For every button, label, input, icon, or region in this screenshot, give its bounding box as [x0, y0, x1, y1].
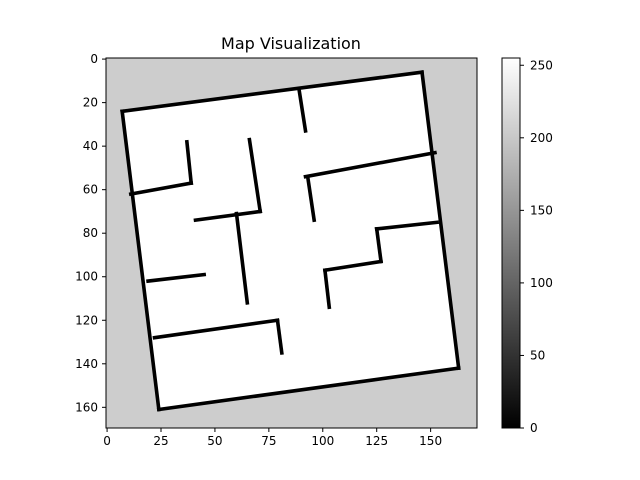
- y-tick-label: 60: [83, 183, 98, 197]
- y-tick-label: 20: [83, 96, 98, 110]
- colorbar-tick-label: 100: [530, 276, 553, 290]
- y-tick-label: 100: [75, 270, 98, 284]
- x-axis: 0 25 50 75 100 125 150: [103, 428, 442, 448]
- wall-segment-10: [303, 150, 438, 179]
- x-tick-label: 75: [261, 434, 276, 448]
- wall-segment-7: [247, 137, 263, 214]
- wall-segment-0: [120, 70, 425, 114]
- y-tick-label: 120: [75, 313, 98, 327]
- colorbar-tick-label: 250: [530, 58, 553, 72]
- colorbar-tick-label: 50: [530, 348, 545, 362]
- x-tick-label: 0: [103, 434, 111, 448]
- y-tick-label: 80: [83, 226, 98, 240]
- wall-segment-9: [234, 211, 250, 305]
- wall-segment-18: [275, 318, 284, 355]
- colorbar-tick-label: 200: [530, 131, 553, 145]
- y-tick-label: 160: [75, 400, 98, 414]
- wall-segment-3: [120, 109, 161, 412]
- wall-segment-12: [374, 220, 440, 231]
- wall-segment-2: [156, 366, 461, 412]
- colorbar-tick-label: 0: [530, 421, 538, 435]
- colorbar-frame: [501, 57, 521, 429]
- wall-segment-8: [193, 209, 263, 223]
- free-space: [122, 72, 459, 410]
- wall-segment-16: [146, 272, 207, 284]
- x-tick-label: 50: [207, 434, 222, 448]
- plot-area: [105, 57, 478, 429]
- wall-segment-15: [322, 268, 332, 310]
- wall-segment-5: [184, 139, 194, 186]
- colorbar-gradient: [502, 58, 520, 428]
- colorbar-tick-label: 150: [530, 203, 553, 217]
- wall-segment-11: [305, 174, 317, 223]
- y-tick-label: 40: [83, 139, 98, 153]
- colorbar: 0 50 100 150 200 250: [501, 57, 553, 435]
- x-tick-label: 25: [153, 434, 168, 448]
- wall-segment-4: [296, 87, 308, 133]
- wall-segment-17: [152, 318, 280, 340]
- y-tick-label: 0: [90, 52, 98, 66]
- wall-segment-6: [128, 181, 194, 197]
- x-tick-label: 100: [311, 434, 334, 448]
- wall-segment-1: [419, 70, 461, 371]
- x-tick-label: 150: [419, 434, 442, 448]
- wall-segment-13: [374, 226, 384, 264]
- x-tick-label: 125: [365, 434, 388, 448]
- plot-frame: [105, 57, 478, 429]
- y-tick-label: 140: [75, 357, 98, 371]
- wall-segment-14: [322, 259, 384, 273]
- chart-title: Map Visualization: [221, 34, 361, 53]
- y-axis: 0 20 40 60 80 100 120 140 160: [75, 52, 106, 414]
